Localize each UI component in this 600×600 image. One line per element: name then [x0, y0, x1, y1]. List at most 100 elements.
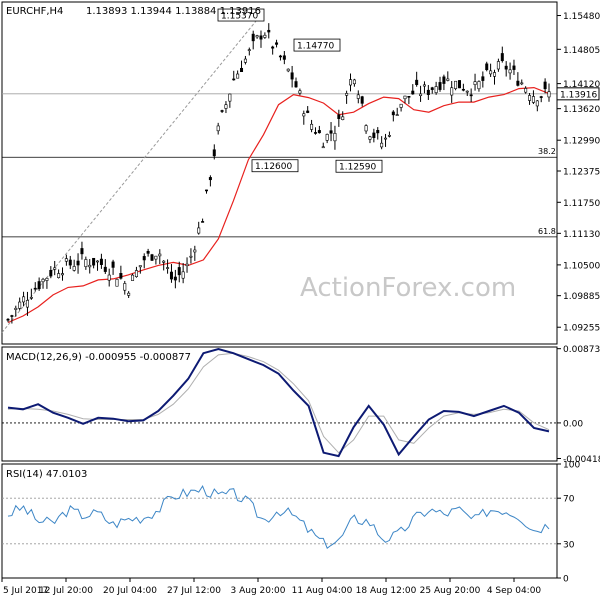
- candle-body: [442, 76, 446, 84]
- x-tick-label: 25 Aug 20:00: [420, 586, 481, 596]
- candle-body: [419, 93, 423, 96]
- candle-body: [224, 104, 228, 109]
- candle-body: [259, 35, 263, 40]
- candle-body: [123, 283, 127, 291]
- moving-average-line: [7, 86, 550, 324]
- candle-body: [255, 35, 259, 38]
- candle-body: [349, 79, 353, 86]
- candle-body: [236, 73, 240, 79]
- candle-body: [407, 95, 411, 98]
- candle-body: [189, 255, 193, 258]
- candle-body: [72, 266, 76, 271]
- annotation-box: [335, 159, 383, 173]
- annotation-box: [293, 38, 341, 52]
- watermark: ActionForex.com: [300, 273, 516, 303]
- macd-tick-label: 0.008732: [563, 345, 600, 355]
- candle-body: [290, 72, 294, 80]
- candle-body: [286, 68, 290, 72]
- candle-body: [360, 96, 364, 104]
- price-tick-label: 1.13620: [563, 105, 600, 115]
- candle-body: [337, 114, 341, 119]
- candle-body: [493, 72, 497, 77]
- candle-body: [111, 261, 115, 268]
- candle-body: [450, 87, 454, 96]
- candle-body: [345, 93, 349, 96]
- candle-body: [356, 94, 360, 99]
- price-tick-label: 1.10500: [563, 261, 600, 271]
- candle-body: [368, 136, 372, 140]
- candle-body: [422, 84, 426, 87]
- candle-body: [380, 142, 384, 148]
- candle-body: [282, 55, 286, 60]
- candle-body: [150, 254, 154, 261]
- x-tick-label: 4 Sep 04:00: [487, 586, 542, 596]
- candle-body: [247, 49, 251, 51]
- candle-body: [45, 277, 49, 281]
- candle-body: [313, 132, 317, 134]
- candle-body: [384, 137, 388, 140]
- candle-body: [461, 88, 465, 91]
- candle-body: [96, 260, 100, 263]
- candle-body: [131, 274, 135, 281]
- candle-body: [6, 318, 10, 321]
- x-tick-label: 12 Jul 20:00: [39, 586, 93, 596]
- candle-body: [119, 273, 123, 279]
- candle-body: [158, 253, 162, 257]
- candle-body: [481, 76, 485, 81]
- price-tick-label: 1.11750: [563, 199, 600, 209]
- rsi-tick-label: 100: [563, 461, 580, 471]
- candle-body: [411, 90, 415, 95]
- x-tick-label: 18 Aug 12:00: [356, 586, 417, 596]
- candle-body: [243, 58, 247, 63]
- candle-body: [325, 134, 329, 141]
- annotation-box: [251, 159, 299, 173]
- macd-panel-frame: [1, 346, 558, 462]
- candles-group: [6, 23, 551, 324]
- candle-body: [531, 96, 535, 103]
- annotation-label: 1.15370: [221, 12, 258, 22]
- candle-body: [391, 111, 395, 116]
- candle-body: [278, 55, 282, 58]
- candle-body: [212, 149, 216, 157]
- candle-body: [403, 95, 407, 100]
- candle-body: [504, 65, 508, 70]
- candle-body: [263, 34, 267, 38]
- annotations-group: 1.15370 1.14770 1.12600 1.12590: [217, 8, 383, 173]
- candle-body: [53, 267, 57, 270]
- candle-body: [508, 69, 512, 74]
- candle-body: [22, 296, 26, 303]
- candle-body: [208, 177, 212, 181]
- price-tick-label: 1.09885: [563, 292, 600, 302]
- candle-body: [539, 96, 543, 98]
- candle-body: [387, 135, 391, 137]
- candle-body: [372, 132, 376, 138]
- candle-body: [341, 116, 345, 121]
- candle-body: [302, 113, 306, 117]
- candle-body: [524, 88, 528, 93]
- macd-group: [2, 347, 557, 458]
- candle-body: [430, 87, 434, 90]
- candle-body: [446, 78, 450, 81]
- candle-body: [376, 130, 380, 134]
- candle-body: [216, 125, 220, 132]
- price-tick-label: 1.11130: [563, 230, 600, 240]
- rsi-title: RSI(14) 47.0103: [6, 469, 87, 480]
- candle-body: [162, 260, 166, 263]
- price-tick-label: 1.12375: [563, 167, 600, 177]
- x-tick-label: 5 Jul 2017: [3, 586, 48, 596]
- price-tick-label: 1.14805: [563, 46, 600, 56]
- candle-body: [434, 86, 438, 93]
- candle-body: [49, 270, 53, 277]
- last-price-label: 1.13916: [560, 90, 597, 100]
- candle-body: [60, 273, 64, 276]
- candle-body: [543, 81, 547, 90]
- price-tick-label: 1.14120: [563, 80, 600, 90]
- candle-body: [64, 258, 68, 262]
- candle-body: [251, 33, 255, 42]
- price-tick-label: 1.12990: [563, 137, 600, 147]
- candle-body: [10, 315, 14, 317]
- candle-body: [333, 133, 337, 142]
- candle-body: [465, 90, 469, 93]
- macd-title: MACD(12,26,9) -0.000955 -0.000877: [6, 352, 191, 363]
